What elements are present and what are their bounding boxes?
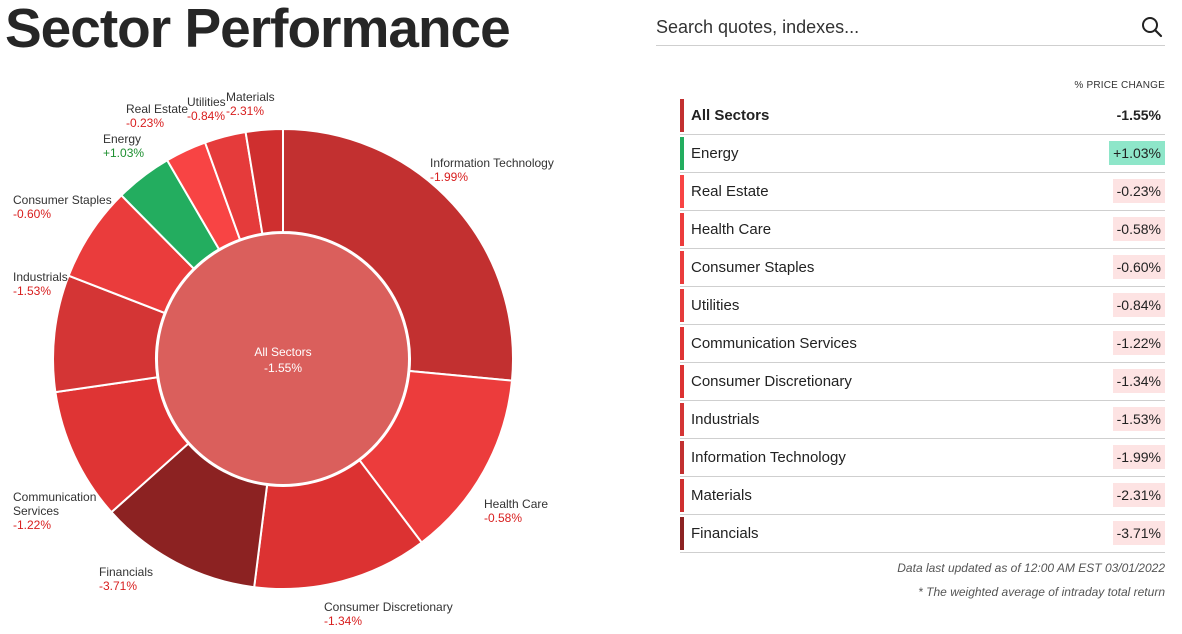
slice-label-consumer-staples: Consumer Staples — [13, 193, 112, 207]
row-change-badge: -0.23% — [1112, 179, 1165, 203]
slice-label-health-care: Health Care — [484, 497, 548, 511]
all-sectors-circle[interactable] — [158, 234, 408, 484]
row-color-bar — [680, 137, 684, 170]
slice-value-health-care: -0.58% — [484, 511, 522, 525]
slice-value-financials: -3.71% — [99, 579, 137, 593]
slice-label-real-estate: Real Estate — [126, 102, 188, 116]
row-color-bar — [680, 517, 684, 550]
center-label-name: All Sectors — [254, 345, 311, 359]
row-color-bar — [680, 403, 684, 436]
search-icon[interactable] — [1141, 16, 1163, 38]
row-color-bar — [680, 99, 684, 132]
slice-label-industrials: Industrials — [13, 270, 68, 284]
search-bar — [656, 6, 1165, 46]
center-label-value: -1.55% — [264, 361, 302, 375]
row-color-bar — [680, 441, 684, 474]
row-change-badge: +1.03% — [1109, 141, 1165, 165]
row-sector-name: Consumer Staples — [691, 259, 815, 276]
row-change-badge: -1.99% — [1112, 445, 1165, 469]
sector-donut-chart: All Sectors -1.55% Information Technolog… — [13, 90, 554, 628]
table-row[interactable]: Health Care -0.58% — [680, 211, 1165, 249]
table-row[interactable]: Utilities -0.84% — [680, 287, 1165, 325]
sector-table: % PRICE CHANGE All Sectors -1.55% Energy +1… — [680, 80, 1165, 553]
row-change-badge: -1.53% — [1112, 407, 1165, 431]
row-sector-name: All Sectors — [691, 107, 770, 124]
column-header: % PRICE CHANGE — [1074, 80, 1165, 91]
slice-value-consumer-staples: -0.60% — [13, 207, 51, 221]
slice-value-real-estate: -0.23% — [126, 116, 164, 130]
row-color-bar — [680, 365, 684, 398]
table-row[interactable]: Information Technology -1.99% — [680, 439, 1165, 477]
row-sector-name: Industrials — [691, 411, 760, 428]
slice-label-consumer-discretionary: Consumer Discretionary — [324, 600, 453, 614]
row-sector-name: Real Estate — [691, 183, 769, 200]
row-sector-name: Consumer Discretionary — [691, 373, 852, 390]
table-row[interactable]: Real Estate -0.23% — [680, 173, 1165, 211]
row-sector-name: Energy — [691, 145, 739, 162]
table-row[interactable]: Industrials -1.53% — [680, 401, 1165, 439]
slice-value-information-technology: -1.99% — [430, 170, 468, 184]
row-change-badge: -0.84% — [1112, 293, 1165, 317]
slice-value-communication-services: -1.22% — [13, 518, 51, 532]
table-row[interactable]: Consumer Staples -0.60% — [680, 249, 1165, 287]
row-sector-name: Health Care — [691, 221, 772, 238]
row-color-bar — [680, 327, 684, 360]
table-row[interactable]: Materials -2.31% — [680, 477, 1165, 515]
row-color-bar — [680, 289, 684, 322]
row-sector-name: Utilities — [691, 297, 740, 314]
row-change-badge: -1.34% — [1112, 369, 1165, 393]
slice-label-financials: Financials — [99, 565, 153, 579]
slice-label-utilities: Utilities — [187, 95, 226, 109]
table-row[interactable]: Communication Services -1.22% — [680, 325, 1165, 363]
page-title: Sector Performance — [5, 0, 511, 59]
slice-value-industrials: -1.53% — [13, 284, 51, 298]
slice-value-consumer-discretionary: -1.34% — [324, 614, 362, 628]
slice-label-information-technology: Information Technology — [430, 156, 554, 170]
row-color-bar — [680, 479, 684, 512]
search-input[interactable] — [656, 14, 1116, 40]
slice-label-energy: Energy — [103, 132, 141, 146]
row-change-badge: -0.58% — [1112, 217, 1165, 241]
row-color-bar — [680, 213, 684, 246]
weighted-average-note: * The weighted average of intraday total… — [918, 585, 1165, 599]
row-change-badge: -2.31% — [1112, 483, 1165, 507]
row-color-bar — [680, 175, 684, 208]
row-change-badge: -0.60% — [1112, 255, 1165, 279]
slice-information-technology[interactable] — [282, 127, 514, 382]
row-sector-name: Information Technology — [691, 449, 846, 466]
slice-materials[interactable] — [244, 127, 284, 235]
table-row[interactable]: All Sectors -1.55% — [680, 97, 1165, 135]
slice-label-communication-services: Communication — [13, 490, 96, 504]
slice-value-energy: +1.03% — [103, 146, 144, 160]
row-change-badge: -3.71% — [1112, 521, 1165, 545]
slice-label-communication-services: Services — [13, 504, 59, 518]
row-sector-name: Financials — [691, 525, 759, 542]
table-row[interactable]: Financials -3.71% — [680, 515, 1165, 553]
row-change-badge: -1.22% — [1112, 331, 1165, 355]
row-sector-name: Materials — [691, 487, 752, 504]
table-row[interactable]: Energy +1.03% — [680, 135, 1165, 173]
slice-value-utilities: -0.84% — [187, 109, 225, 123]
last-updated-note: Data last updated as of 12:00 AM EST 03/… — [897, 561, 1165, 575]
slice-value-materials: -2.31% — [226, 104, 264, 118]
row-sector-name: Communication Services — [691, 335, 857, 352]
row-color-bar — [680, 251, 684, 284]
slice-label-materials: Materials — [226, 90, 275, 104]
row-change-badge: -1.55% — [1116, 107, 1161, 123]
table-row[interactable]: Consumer Discretionary -1.34% — [680, 363, 1165, 401]
